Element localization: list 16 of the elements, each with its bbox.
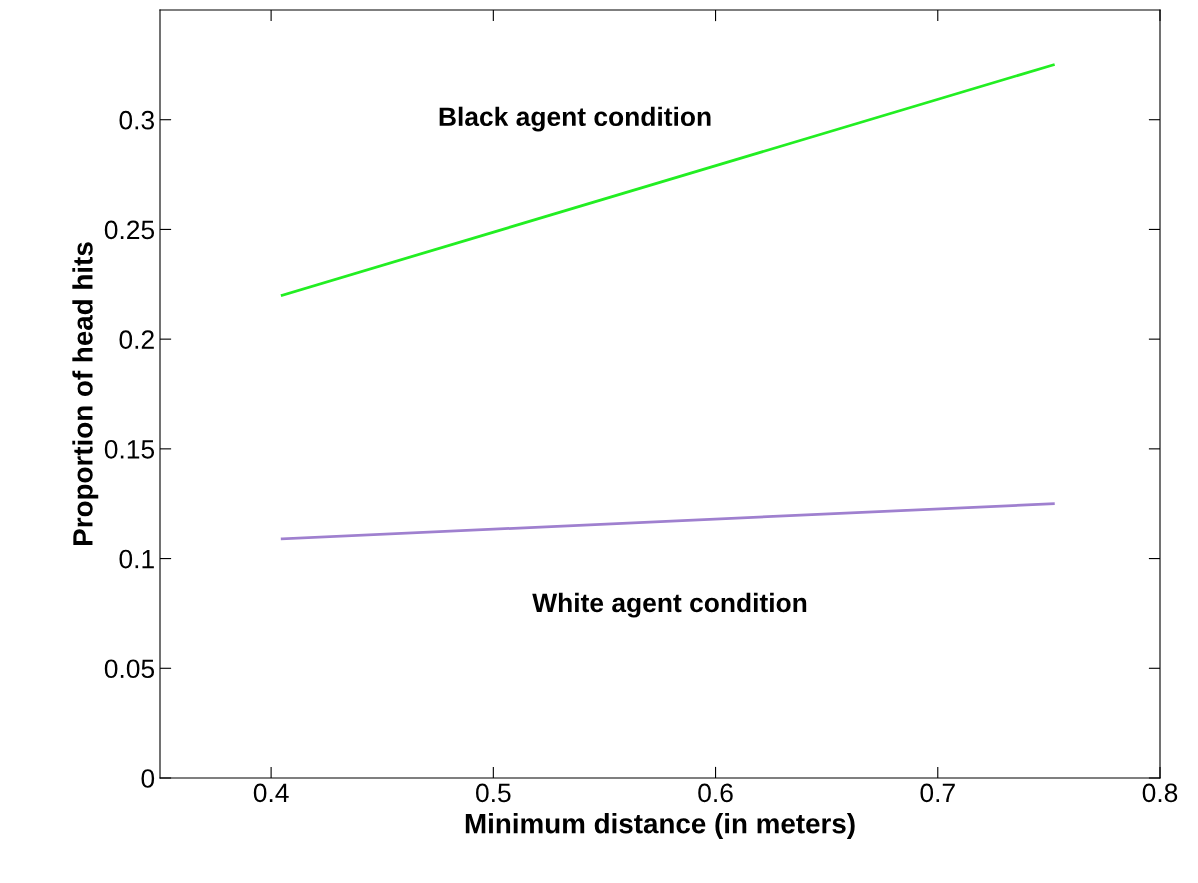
y-axis-title: Proportion of head hits (72, 242, 99, 545)
annotation: Black agent condition (439, 106, 711, 132)
y-tick-label: 0 (141, 769, 155, 788)
x-tick-label: 0.7 (920, 783, 955, 803)
annotation: White agent condition (532, 592, 807, 618)
y-tick-label: 0.2 (119, 330, 154, 349)
x-axis-title: Minimum distance (in meters) (465, 813, 855, 839)
y-tick-label: 0.25 (104, 220, 155, 240)
x-tick-label: 0.6 (698, 783, 733, 803)
y-tick-label: 0.3 (119, 110, 154, 130)
x-tick-label: 0.8 (1142, 783, 1178, 803)
x-tick-label: 0.4 (253, 783, 289, 803)
y-tick-label: 0.1 (119, 549, 154, 569)
x-tick-label: 0.5 (476, 783, 511, 803)
y-tick-label: 0.05 (104, 659, 155, 679)
y-tick-label: 0.15 (104, 439, 155, 459)
